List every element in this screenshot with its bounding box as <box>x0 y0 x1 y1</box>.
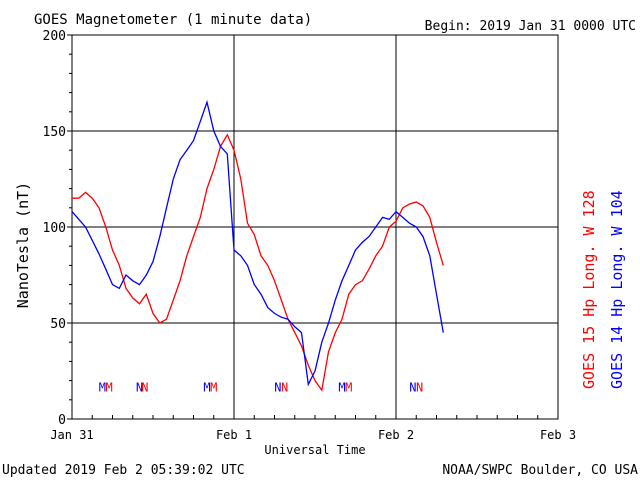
x-tick-label: Feb 1 <box>216 428 252 442</box>
data-source: NOAA/SWPC Boulder, CO USA <box>442 463 638 478</box>
chart-title: GOES Magnetometer (1 minute data) <box>34 12 312 28</box>
grid <box>72 35 558 419</box>
marker-label: M <box>203 380 210 394</box>
marker-label: N <box>416 380 423 394</box>
marker-label: M <box>106 380 113 394</box>
marker-label: N <box>409 380 416 394</box>
legend-goes14: GOES 14 Hp Long. W 104 <box>608 190 626 389</box>
y-tick-label: 50 <box>50 317 66 332</box>
series-line-goes15 <box>72 133 444 392</box>
y-tick-label: 0 <box>58 413 66 428</box>
marker-label: N <box>141 380 148 394</box>
legend-goes15: GOES 15 Hp Long. W 128 <box>580 190 598 389</box>
y-axis-label: NanoTesla (nT) <box>14 182 32 308</box>
marker-label: N <box>281 380 288 394</box>
updated-timestamp: Updated 2019 Feb 2 05:39:02 UTC <box>2 463 245 478</box>
series-line-goes14 <box>71 99 444 387</box>
x-axis-label: Universal Time <box>264 443 365 457</box>
x-tick-label: Feb 3 <box>540 428 576 442</box>
marker-label: M <box>338 380 345 394</box>
y-tick-label: 200 <box>43 29 66 44</box>
marker-label: N <box>136 380 143 394</box>
marker-label: N <box>274 380 281 394</box>
marker-label: M <box>99 380 106 394</box>
mn-markers: M M NN M M N N M M N N <box>99 380 423 394</box>
y-axis-ticks: 0 50 100 150 200 <box>43 29 72 428</box>
x-tick-label: Feb 2 <box>378 428 414 442</box>
y-tick-label: 100 <box>43 221 66 236</box>
begin-time: Begin: 2019 Jan 31 0000 UTC <box>425 19 636 34</box>
y-tick-label: 150 <box>43 125 66 140</box>
marker-label: M <box>210 380 217 394</box>
marker-label: M <box>345 380 352 394</box>
series-lines <box>71 99 444 392</box>
x-axis-ticks: Jan 31 Feb 1 Feb 2 Feb 3 <box>50 412 576 442</box>
x-tick-label: Jan 31 <box>50 428 93 442</box>
